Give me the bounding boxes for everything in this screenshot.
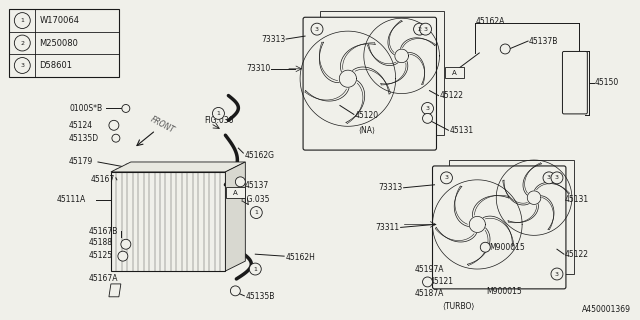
Circle shape [212,108,225,119]
Bar [320,11,444,135]
Text: 45135B: 45135B [245,292,275,301]
Text: FIG.035: FIG.035 [241,195,270,204]
Circle shape [230,286,241,296]
Polygon shape [109,284,121,297]
Text: 45162G: 45162G [244,150,275,160]
Text: 1: 1 [254,210,258,215]
Text: 1: 1 [253,267,257,272]
Text: 45111A: 45111A [56,195,85,204]
Text: 2: 2 [20,41,24,45]
Text: ⟨TURBO⟩: ⟨TURBO⟩ [442,302,475,311]
Text: 45135D: 45135D [69,134,99,143]
Text: 45187A: 45187A [415,289,444,298]
Text: 73313: 73313 [261,35,285,44]
FancyBboxPatch shape [433,166,566,289]
Text: A450001369: A450001369 [582,305,630,314]
Text: 3: 3 [426,106,429,111]
Circle shape [551,172,563,184]
Text: 3: 3 [315,27,319,32]
Text: 45197A: 45197A [415,265,444,274]
Text: 0100S*B: 0100S*B [69,104,102,113]
Bar [10,9,119,77]
FancyBboxPatch shape [445,67,464,78]
Circle shape [122,105,130,112]
Circle shape [422,102,433,114]
Circle shape [14,35,30,51]
Text: 73313: 73313 [378,183,403,192]
Circle shape [422,113,433,123]
Bar [449,160,574,274]
Text: D58601: D58601 [39,61,72,70]
Text: 3: 3 [547,175,551,180]
Circle shape [420,23,431,35]
Circle shape [422,277,433,287]
Text: 45188: 45188 [89,238,113,247]
Circle shape [118,251,128,261]
Circle shape [121,239,131,249]
Text: 45137B: 45137B [529,36,559,45]
Text: 45167A: 45167A [89,275,118,284]
Text: A: A [452,70,457,76]
Polygon shape [111,172,225,271]
Text: FRONT: FRONT [148,115,176,135]
Circle shape [500,44,510,54]
Polygon shape [111,162,245,172]
FancyBboxPatch shape [226,187,245,198]
Circle shape [250,207,262,219]
Text: 73311: 73311 [376,223,399,232]
Circle shape [109,120,119,130]
Circle shape [236,177,245,187]
Text: FIG.036: FIG.036 [205,116,234,125]
Circle shape [413,23,426,35]
FancyBboxPatch shape [303,17,436,150]
Circle shape [480,242,490,252]
Text: 45150: 45150 [595,78,619,87]
Text: 1: 1 [216,111,220,116]
Text: 45125: 45125 [89,251,113,260]
Text: 3: 3 [444,175,449,180]
Polygon shape [225,162,245,271]
Text: M900015: M900015 [486,287,522,296]
Text: 45120: 45120 [355,111,379,120]
Text: 45122: 45122 [565,250,589,259]
FancyBboxPatch shape [563,52,588,114]
Text: M250080: M250080 [39,38,78,48]
Circle shape [551,268,563,280]
Text: 3: 3 [555,271,559,276]
Text: 45179: 45179 [69,157,93,166]
Text: 45162H: 45162H [285,253,315,262]
Circle shape [112,134,120,142]
Circle shape [250,263,261,275]
Circle shape [543,172,555,184]
Text: 45131: 45131 [449,126,474,135]
Text: 3: 3 [555,175,559,180]
Text: 45121: 45121 [429,277,454,286]
Text: 73310: 73310 [246,64,270,73]
Text: ⟨NA⟩: ⟨NA⟩ [358,126,375,135]
Text: A: A [233,190,237,196]
Circle shape [440,172,452,184]
Circle shape [14,12,30,28]
Circle shape [311,23,323,35]
Text: M900015: M900015 [489,243,525,252]
Text: 45167: 45167 [91,175,115,184]
Text: 3: 3 [424,27,428,32]
Text: 45131: 45131 [565,195,589,204]
Text: 2: 2 [417,27,422,32]
Text: 45122: 45122 [440,91,463,100]
Text: 3: 3 [20,63,24,68]
Text: W170064: W170064 [39,16,79,25]
Circle shape [14,58,30,73]
Text: 45162A: 45162A [476,17,505,26]
Text: 45137: 45137 [244,181,269,190]
Text: 1: 1 [20,18,24,23]
Text: 45167B: 45167B [89,227,118,236]
Text: 45124: 45124 [69,121,93,130]
